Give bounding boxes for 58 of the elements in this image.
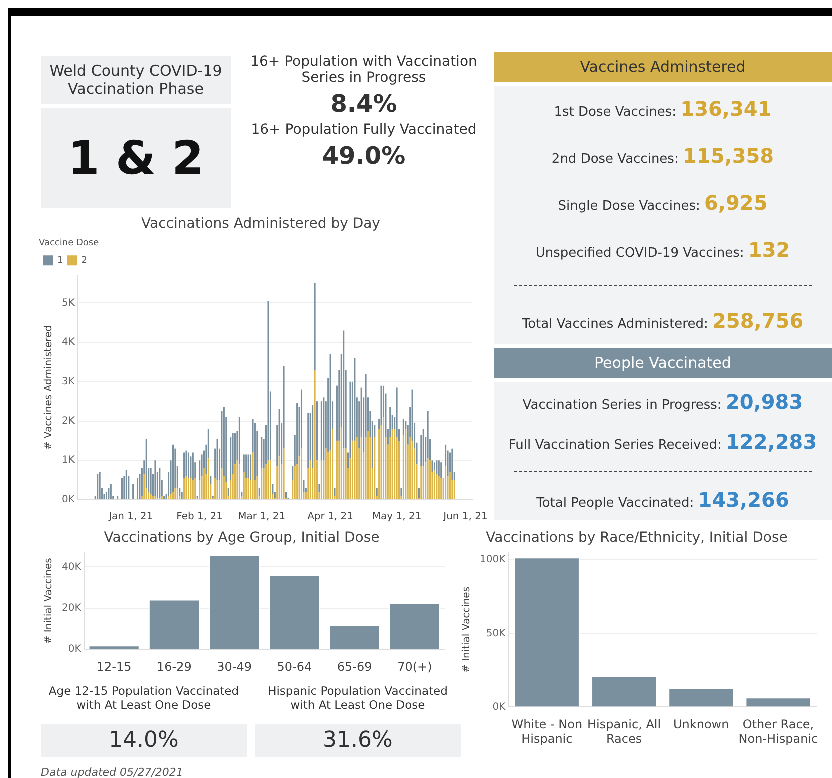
text: 31.6%	[255, 724, 461, 757]
text: 14.0%	[41, 724, 247, 757]
text: Hispanic Population Vaccinated with At Least One Dose	[267, 684, 449, 714]
y-tick-label: 2K	[62, 416, 76, 427]
x-tick-label: Jun 1, 21	[442, 512, 488, 523]
chart-title: Vaccinations by Age Group, Initial Dose	[104, 530, 380, 546]
x-tick-label: Other Race, Non-Hispanic	[738, 718, 818, 746]
text: Unspecified COVID-19 Vaccines: 132	[536, 238, 790, 262]
x-tick-label: Jan 1, 21	[108, 512, 154, 523]
x-tick-label: 16-29	[157, 660, 192, 674]
x-tick-label: Mar 1, 21	[238, 512, 286, 523]
text: Full Vaccination Series Received: 122,283	[508, 430, 818, 454]
y-tick-label: 40K	[62, 562, 82, 573]
legend-label: 1	[58, 256, 64, 266]
x-tick-label: Feb 1, 21	[176, 512, 223, 523]
y-axis-title: # Initial Vaccines	[44, 558, 55, 644]
x-tick-label: White - Non Hispanic	[512, 718, 583, 746]
y-tick-label: 100K	[480, 554, 506, 566]
chart-title: Vaccinations Administered by Day	[142, 216, 380, 232]
x-tick-label: Unknown	[674, 718, 730, 732]
chart-title: Vaccinations by Race/Ethnicity, Initial Dose	[486, 530, 788, 546]
legend-title: Vaccine Dose	[39, 238, 100, 249]
text: 2nd Dose Vaccines: 115,358	[552, 144, 774, 168]
text: Vaccines Adminstered	[494, 52, 832, 82]
y-axis-title: # Initial Vaccines	[462, 586, 473, 674]
x-tick-label: 65-69	[337, 660, 372, 674]
y-tick-label: 0K	[68, 644, 82, 656]
x-tick-label: 50-64	[277, 660, 312, 674]
text: Weld County COVID-19 Vaccination Phase	[41, 56, 231, 104]
y-tick-label: 1K	[62, 455, 76, 466]
text: Total Vaccines Administered: 258,756	[522, 308, 804, 333]
x-tick-label: 70(+)	[398, 660, 432, 674]
text: People Vaccinated	[494, 348, 832, 378]
y-tick-label: 0K	[492, 702, 506, 713]
y-axis-title: # Vaccines Administered	[44, 325, 55, 450]
text: 8.4%	[330, 90, 398, 118]
text: 1st Dose Vaccines: 136,341	[554, 97, 772, 122]
y-tick-label: 5K	[62, 298, 76, 309]
text: Data updated 05/27/2021	[41, 766, 184, 778]
legend-label: 2	[82, 256, 88, 266]
text: Vaccination Series in Progress: 20,983	[522, 390, 804, 414]
text: Single Dose Vaccines: 6,925	[558, 191, 768, 216]
y-tick-label: 0K	[62, 494, 76, 506]
x-tick-label: May 1, 21	[372, 512, 422, 523]
text: Total People Vaccinated: 143,266	[536, 488, 790, 512]
text: 16+ Population with Vaccination Series in Progress	[250, 54, 478, 86]
x-tick-label: Hispanic, All Races	[587, 718, 662, 746]
x-tick-label: 12-15	[96, 660, 132, 674]
text: 49.0%	[321, 142, 407, 170]
y-tick-label: 4K	[62, 337, 76, 348]
x-tick-label: 30-49	[217, 660, 252, 674]
y-tick-label: 50K	[486, 628, 506, 640]
text: 1 & 2	[41, 108, 231, 208]
text: 16+ Population Fully Vaccinated	[250, 122, 478, 138]
y-tick-label: 3K	[62, 376, 76, 388]
text: Age 12-15 Population Vaccinated with At Least One Dose	[48, 684, 240, 714]
y-tick-label: 20K	[62, 603, 82, 614]
x-tick-label: Apr 1, 21	[308, 512, 354, 523]
